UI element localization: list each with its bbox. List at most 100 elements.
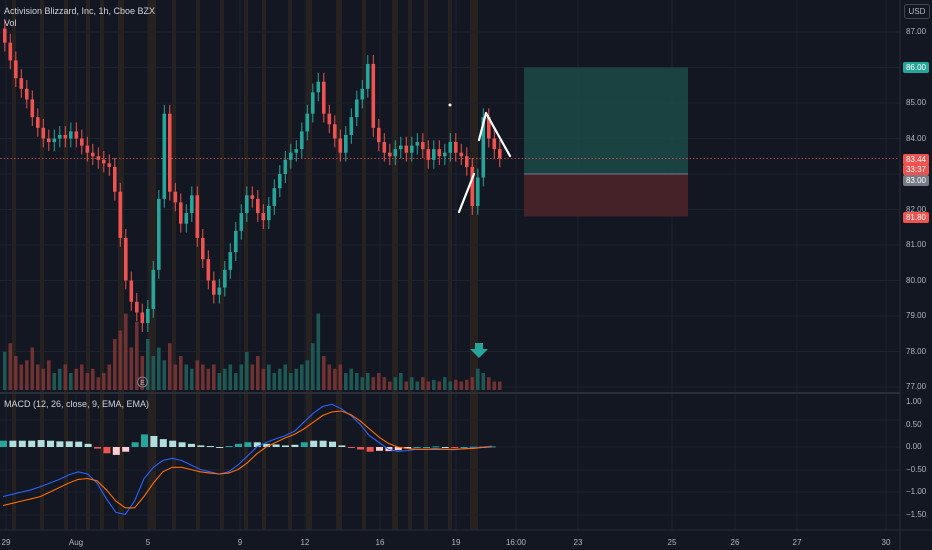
volume-bar — [421, 377, 425, 390]
macd-histogram-bar — [37, 440, 45, 447]
candle-body — [129, 280, 134, 302]
price-axis-tick: 77.00 — [906, 382, 927, 391]
chart-icons[interactable]: E — [137, 343, 489, 388]
macd-histogram-bar — [329, 441, 336, 447]
volume-bar — [217, 373, 222, 390]
session-band — [148, 0, 156, 530]
candle-body — [19, 78, 24, 89]
macd-histogram-bar — [103, 447, 111, 454]
volume-bar — [234, 373, 238, 390]
candle-body — [162, 113, 167, 199]
macd-histogram-bar — [141, 434, 148, 447]
volume-bar — [322, 356, 326, 390]
target-price-tag: 86.00 — [903, 62, 929, 73]
user-drawings[interactable] — [448, 103, 512, 214]
time-axis-tick: 9 — [237, 538, 243, 547]
session-band — [118, 0, 124, 530]
earnings-e-icon: E — [137, 376, 148, 388]
macd-histogram-bar — [338, 445, 346, 447]
macd-histogram-bar — [18, 440, 26, 447]
volume-bar — [19, 364, 24, 390]
volume-bar — [410, 377, 414, 390]
candle-body — [454, 142, 458, 153]
candle-body — [382, 142, 387, 153]
candle-body — [85, 145, 90, 153]
session-band — [470, 0, 478, 530]
currency-button[interactable]: USD — [904, 4, 930, 19]
volume-bar — [272, 373, 277, 390]
volume-bar — [487, 377, 491, 390]
candle-body — [349, 117, 354, 135]
marker-dot — [448, 103, 452, 107]
volume-bar — [195, 360, 200, 390]
volume-bar — [184, 364, 189, 390]
volume-bar — [30, 347, 35, 390]
candle-body — [157, 198, 161, 270]
session-band — [12, 0, 16, 530]
macd-histogram-bar — [366, 447, 374, 452]
candle-body — [3, 28, 7, 43]
macd-histogram-bar — [112, 447, 120, 455]
volume-bar — [459, 381, 464, 390]
volume-bar — [201, 364, 205, 390]
session-band — [424, 0, 428, 530]
volume-bar — [355, 373, 359, 390]
macd-histogram-bar — [347, 447, 355, 448]
macd-histogram-bar — [423, 447, 430, 448]
macd-histogram-bar — [263, 443, 271, 447]
volume-bar — [382, 377, 387, 390]
macd-axis-tick: 0.00 — [906, 442, 922, 451]
candle-body — [47, 138, 51, 143]
volume-bar — [140, 356, 145, 390]
macd-histogram-bar — [75, 441, 83, 447]
session-band — [244, 0, 248, 530]
macd-histogram-bar — [394, 447, 402, 451]
macd-histogram-bar — [94, 447, 101, 449]
candle-body — [481, 117, 486, 178]
candle-body — [124, 237, 128, 281]
volume-bar — [300, 364, 304, 390]
volume-bar — [338, 364, 343, 390]
volume-bar — [366, 373, 370, 390]
volume-bar — [14, 356, 18, 390]
volume-bars — [3, 313, 502, 390]
price-axis-tick: 82.00 — [906, 204, 927, 214]
candle-body — [96, 156, 101, 160]
candle-body — [118, 191, 123, 238]
candle-body — [415, 142, 420, 146]
volume-bar — [465, 379, 469, 390]
macd-histogram-bar — [206, 446, 214, 448]
candle-body — [470, 166, 475, 206]
time-axis-tick: 23 — [573, 538, 583, 547]
session-band — [86, 0, 90, 530]
macd-histogram-bar — [47, 440, 54, 447]
macd-histogram-bar — [0, 440, 7, 447]
volume-bar — [443, 377, 447, 390]
candle-body — [426, 149, 431, 160]
volume-bar — [250, 364, 255, 390]
price-axis-tick: 84.00 — [906, 133, 927, 143]
volume-legend[interactable]: Vol — [4, 18, 17, 28]
candle-body — [91, 152, 95, 157]
time-axis-tick: 27 — [792, 538, 802, 547]
macd-axis-tick: −0.50 — [906, 464, 927, 474]
profit-zone — [524, 67, 688, 174]
candle-body — [102, 159, 106, 164]
macd-histogram-bar — [272, 444, 280, 447]
trade-position-tool[interactable] — [0, 67, 900, 217]
volume-bar — [179, 356, 183, 390]
candle-body — [25, 88, 29, 100]
time-axis-tick: 30 — [881, 538, 891, 547]
price-axis-tick: 85.00 — [906, 98, 927, 107]
price-candles — [3, 19, 502, 332]
volume-bar — [190, 368, 194, 390]
candle-body — [52, 138, 57, 143]
macd-histogram-bar — [131, 442, 139, 447]
symbol-legend[interactable]: Activision Blizzard, Inc, 1h, Cboe BZX — [4, 6, 156, 16]
volume-bar — [107, 364, 112, 390]
macd-legend[interactable]: MACD (12, 26, close, 9, EMA, EMA) — [4, 399, 150, 409]
candle-body — [195, 195, 200, 238]
candle-body — [272, 188, 277, 206]
time-axis-tick: 12 — [300, 538, 310, 547]
